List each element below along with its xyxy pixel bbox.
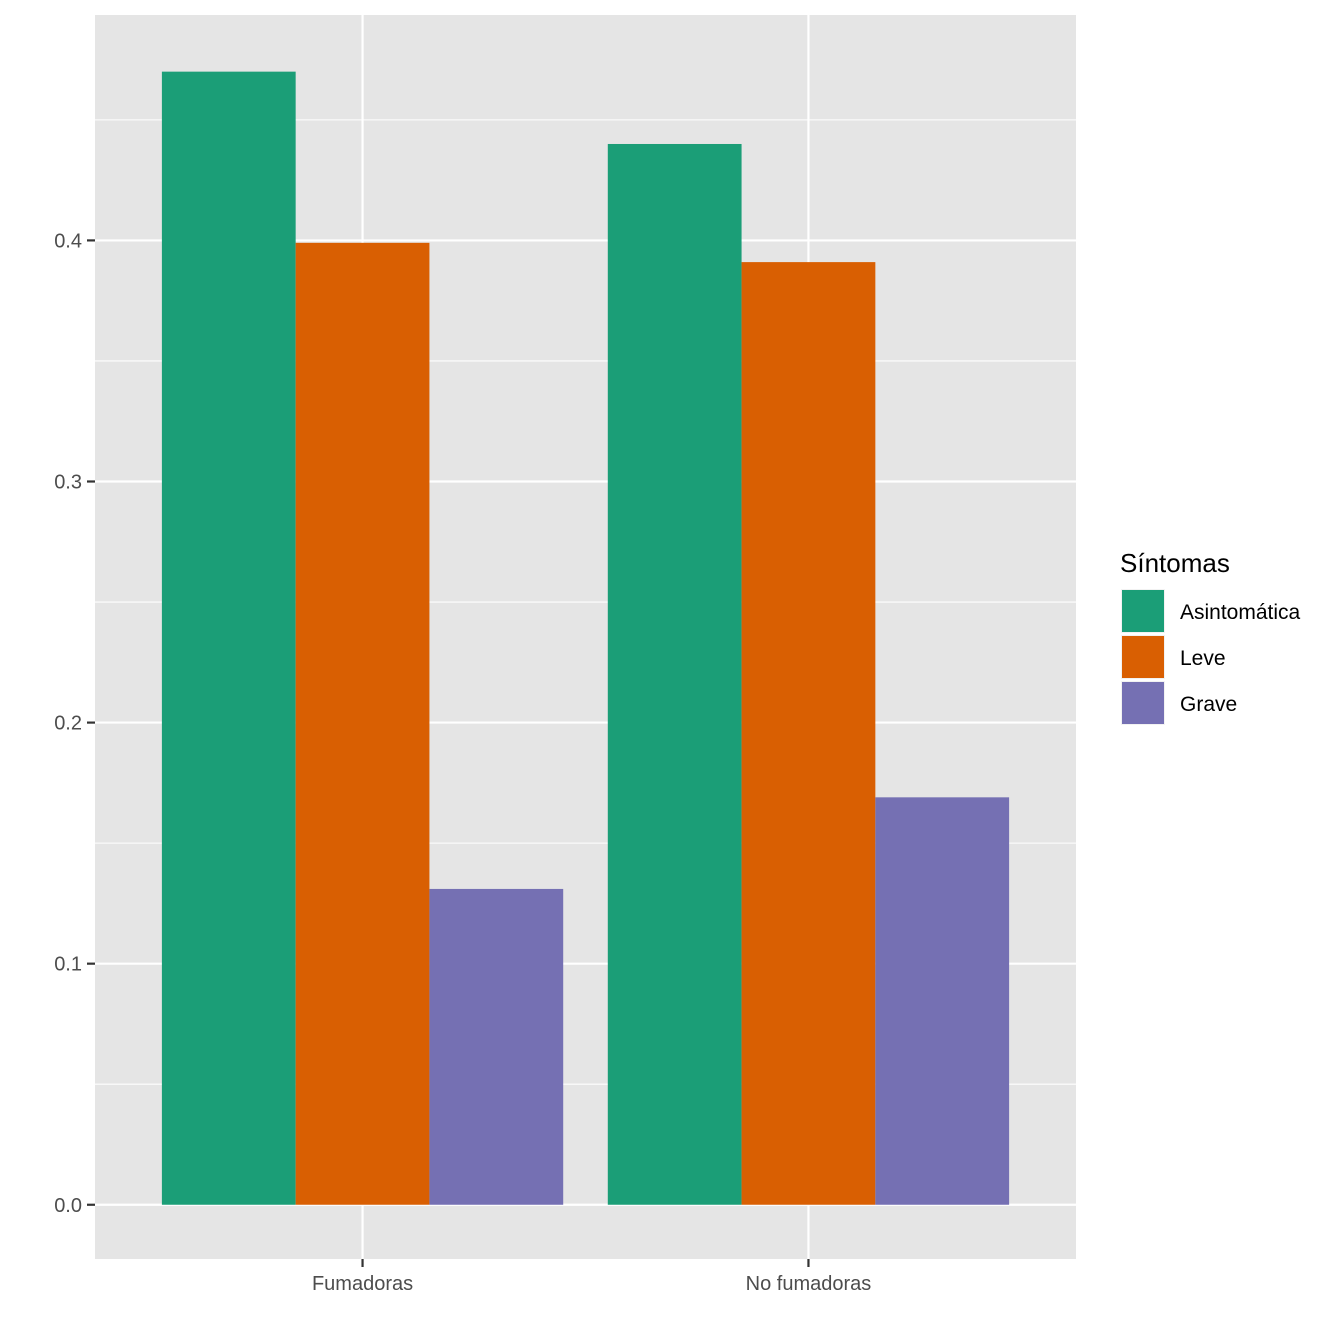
bar-asintomática-fumadoras xyxy=(161,71,296,1205)
bar-grave-fumadoras xyxy=(429,888,564,1205)
bar-leve-no-fumadoras xyxy=(741,262,876,1205)
bar-grave-no-fumadoras xyxy=(875,797,1010,1205)
legend-key-asintomática xyxy=(1122,590,1164,632)
legend-label: Grave xyxy=(1180,693,1237,716)
bar-leve-fumadoras xyxy=(295,242,430,1205)
legend-key-leve xyxy=(1122,636,1164,678)
x-tick-label: No fumadoras xyxy=(746,1273,872,1295)
bar-asintomática-no-fumadoras xyxy=(607,143,742,1205)
y-tick-label: 0.1 xyxy=(54,954,82,976)
y-axis: 0.0 0.1 0.2 0.3 0.4 xyxy=(54,230,95,1217)
legend-key-grave xyxy=(1122,682,1164,724)
y-tick-label: 0.0 xyxy=(54,1195,82,1217)
y-tick-label: 0.3 xyxy=(54,472,82,494)
x-tick-label: Fumadoras xyxy=(312,1273,413,1295)
y-tick-label: 0.4 xyxy=(54,230,82,252)
legend: Síntomas Asintomática Leve Grave xyxy=(1120,548,1301,725)
x-axis: Fumadoras No fumadoras xyxy=(312,1259,871,1295)
legend-label: Leve xyxy=(1180,647,1226,670)
bars xyxy=(161,71,1010,1205)
y-tick-label: 0.2 xyxy=(54,713,82,735)
legend-title: Síntomas xyxy=(1120,548,1230,578)
legend-label: Asintomática xyxy=(1180,601,1301,624)
